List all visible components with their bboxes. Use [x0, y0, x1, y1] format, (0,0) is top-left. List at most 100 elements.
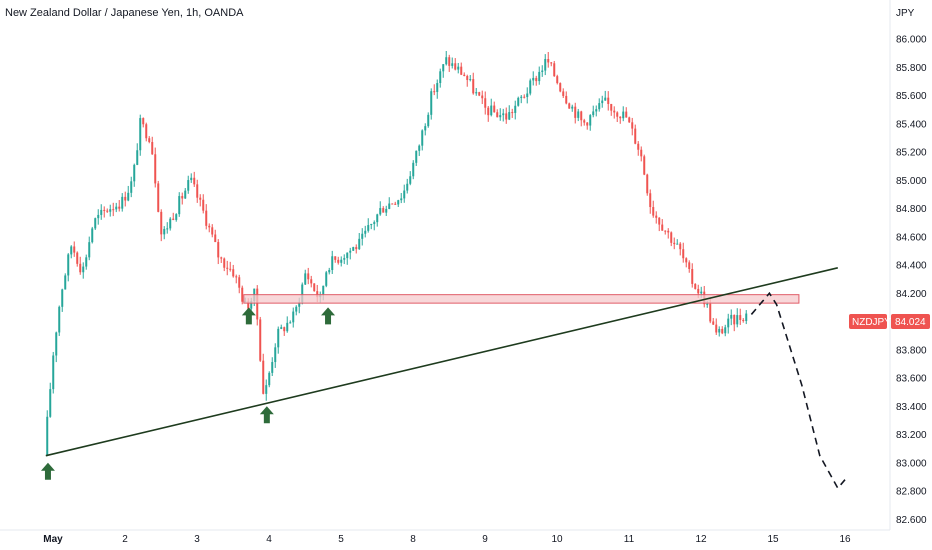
candle-body — [223, 258, 226, 268]
candle-body — [640, 149, 643, 157]
x-tick-label: 8 — [410, 534, 416, 545]
candle-body — [103, 209, 106, 211]
y-tick-label: 85.400 — [896, 119, 927, 130]
candle-body — [157, 183, 160, 212]
candle-body — [187, 180, 190, 191]
candle-body — [76, 252, 79, 264]
candle-body — [127, 192, 130, 201]
candle-body — [151, 142, 154, 155]
candle-body — [79, 263, 82, 273]
candle-body — [544, 59, 547, 71]
x-tick-label: 10 — [551, 534, 563, 545]
candle-body — [370, 223, 373, 226]
candle-body — [388, 203, 391, 209]
candle-body — [427, 114, 430, 127]
candle-body — [109, 209, 112, 212]
candle-body — [565, 95, 568, 104]
candle-body — [295, 306, 298, 312]
candle-body — [169, 218, 172, 229]
candle-body — [46, 416, 49, 456]
candle-body — [94, 218, 97, 229]
candle-body — [181, 196, 184, 199]
candle-body — [430, 91, 433, 115]
candle-body — [586, 122, 589, 126]
candle-body — [541, 70, 544, 72]
candle-body — [610, 103, 613, 111]
candle-body — [466, 76, 469, 80]
x-tick-label: May — [43, 534, 63, 545]
candle-body — [730, 314, 733, 319]
candle-body — [409, 176, 412, 184]
candle-body — [220, 257, 223, 259]
candle-body — [436, 83, 439, 92]
candle-body — [439, 71, 442, 84]
candle-body — [247, 301, 250, 309]
up-arrow-icon — [321, 307, 336, 325]
candle-body — [205, 210, 208, 226]
candle-body — [340, 259, 343, 263]
y-tick-label: 84.200 — [896, 289, 927, 300]
time-axis[interactable]: May 2 3 4 5 8 9 10 11 12 15 16 — [43, 534, 851, 545]
y-tick-label: 83.400 — [896, 402, 927, 413]
candle-body — [190, 177, 193, 181]
y-tick-label: 82.800 — [896, 487, 927, 498]
resistance-zone[interactable] — [243, 294, 800, 304]
candle-body — [286, 322, 289, 332]
candle-body — [283, 327, 286, 332]
candle-body — [298, 302, 301, 307]
candle-body — [469, 79, 472, 81]
support-trendline[interactable] — [45, 267, 838, 457]
candle-body — [361, 233, 364, 239]
candle-body — [115, 206, 118, 210]
candle-body — [262, 360, 265, 394]
y-tick-label: 84.600 — [896, 232, 927, 243]
y-tick-label: 84.400 — [896, 261, 927, 272]
candle-body — [229, 268, 232, 270]
candle-body — [241, 287, 244, 302]
candle-body — [139, 118, 142, 151]
candle-body — [676, 243, 679, 245]
candle-body — [613, 110, 616, 113]
candle-body — [571, 106, 574, 109]
candle-body — [148, 138, 151, 143]
candle-body — [160, 211, 163, 235]
candle-body — [88, 242, 91, 258]
candle-body — [379, 208, 382, 215]
candle-body — [631, 122, 634, 129]
x-tick-label: 15 — [767, 534, 779, 545]
candle-body — [529, 80, 532, 94]
candle-body — [649, 193, 652, 208]
candle-body — [733, 314, 736, 325]
candle-body — [217, 242, 220, 258]
y-tick-label: 83.200 — [896, 430, 927, 441]
candle-body — [592, 111, 595, 116]
candle-body — [61, 289, 64, 307]
candle-body — [568, 103, 571, 109]
candle-body — [460, 66, 463, 75]
candle-body — [691, 269, 694, 284]
candle-body — [268, 372, 271, 386]
candle-body — [739, 315, 742, 320]
candle-body — [394, 203, 397, 205]
candle-body — [193, 177, 196, 185]
candle-body — [484, 98, 487, 108]
candle-body — [577, 111, 580, 118]
candle-body — [226, 267, 229, 269]
candle-body — [124, 196, 127, 201]
candle-body — [496, 112, 499, 118]
candle-body — [553, 63, 556, 77]
candle-body — [265, 385, 268, 394]
y-tick-label: 82.600 — [896, 515, 927, 526]
candle-body — [472, 79, 475, 94]
candle-body — [490, 105, 493, 116]
y-tick-label: 85.200 — [896, 148, 927, 159]
candle-body — [454, 63, 457, 70]
projected-path[interactable] — [750, 291, 846, 490]
candle-body — [136, 150, 139, 165]
candle-body — [271, 362, 274, 373]
candle-body — [166, 228, 169, 230]
candle-body — [505, 113, 508, 120]
candle-body — [373, 222, 376, 224]
candle-body — [457, 66, 460, 70]
candle-body — [709, 303, 712, 322]
